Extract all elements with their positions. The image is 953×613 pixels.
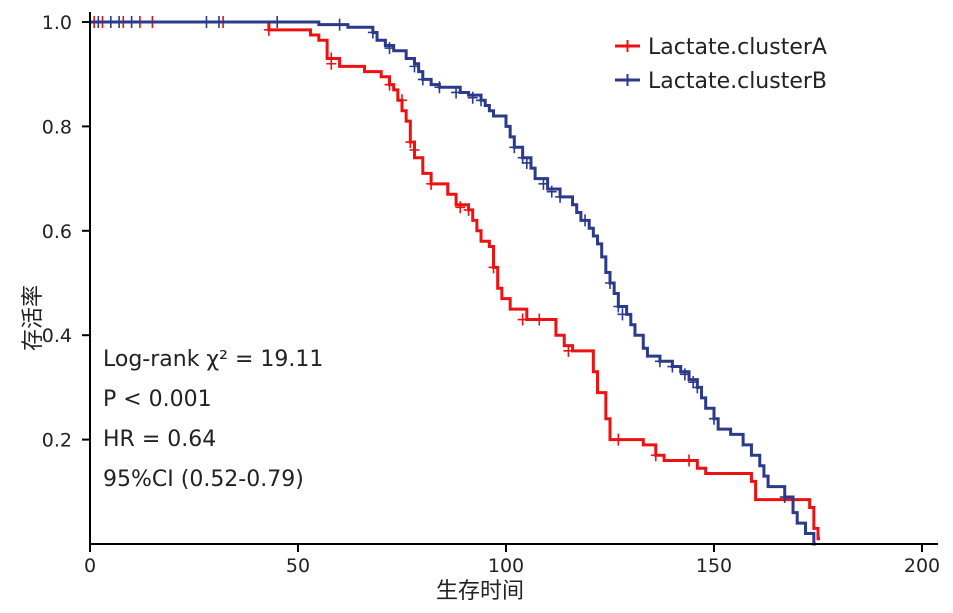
censor-mark bbox=[563, 344, 574, 357]
censor-mark bbox=[684, 454, 695, 467]
censor-mark bbox=[213, 16, 224, 28]
x-tick-label: 50 bbox=[286, 555, 310, 577]
stats-annotation: Log-rank χ² = 19.11 P < 0.001 HR = 0.64 … bbox=[103, 347, 323, 492]
censor-mark bbox=[709, 412, 719, 425]
censor-mark bbox=[650, 449, 661, 462]
y-tick-label: 0.2 bbox=[42, 430, 72, 452]
censor-mark bbox=[263, 23, 274, 36]
x-tick-label: 200 bbox=[904, 555, 940, 577]
censor-mark bbox=[384, 42, 395, 55]
censor-mark bbox=[272, 16, 283, 28]
legend-censor-mark bbox=[622, 74, 633, 86]
censor-mark bbox=[409, 60, 420, 73]
censor-mark bbox=[538, 177, 549, 190]
y-tick-label: 0.6 bbox=[42, 221, 72, 243]
censor-mark bbox=[467, 91, 478, 104]
censor-mark bbox=[476, 94, 487, 107]
annotation-logrank: Log-rank χ² = 19.11 bbox=[103, 347, 323, 372]
legend-label: Lactate.clusterB bbox=[648, 69, 827, 94]
censor-mark bbox=[679, 368, 690, 381]
censor-mark bbox=[434, 81, 445, 94]
censor-mark bbox=[613, 433, 624, 446]
y-axis-label: 存活率 bbox=[21, 285, 46, 351]
censor-mark bbox=[779, 491, 790, 504]
y-tick-label: 1.0 bbox=[42, 12, 72, 34]
censor-mark bbox=[367, 26, 378, 39]
legend-censor-mark bbox=[622, 40, 633, 52]
censor-mark bbox=[451, 86, 462, 99]
censor-mark bbox=[409, 143, 420, 156]
censor-mark bbox=[201, 16, 212, 28]
censor-mark bbox=[617, 308, 628, 321]
censor-mark bbox=[509, 141, 520, 154]
y-tick-label: 0.8 bbox=[42, 116, 72, 138]
censor-mark bbox=[654, 355, 665, 368]
y-tick-label: 0.4 bbox=[42, 325, 72, 347]
x-tick-label: 0 bbox=[84, 555, 96, 577]
legend: Lactate.clusterA Lactate.clusterB bbox=[615, 35, 827, 94]
censor-mark bbox=[667, 360, 678, 373]
x-tick-label: 100 bbox=[488, 555, 524, 577]
censor-mark bbox=[334, 18, 345, 31]
censor-mark bbox=[114, 16, 125, 28]
censor-mark bbox=[463, 203, 474, 216]
censor-mark bbox=[417, 73, 428, 86]
censor-mark bbox=[326, 57, 337, 70]
censor-mark bbox=[692, 381, 703, 394]
x-axis-label: 生存时间 bbox=[436, 579, 524, 604]
censor-mark bbox=[613, 300, 624, 313]
censor-mark bbox=[93, 16, 104, 28]
censor-mark bbox=[605, 277, 615, 289]
legend-label: Lactate.clusterA bbox=[648, 35, 827, 60]
censor-mark bbox=[688, 376, 699, 389]
censor-mark bbox=[426, 177, 437, 190]
censor-mark bbox=[521, 156, 532, 169]
survival-curves bbox=[89, 16, 821, 546]
censor-mark bbox=[455, 201, 466, 214]
y-ticks: 0.2 0.4 0.6 0.8 1.0 bbox=[42, 12, 90, 452]
censor-mark bbox=[126, 16, 137, 28]
censor-mark bbox=[517, 151, 528, 164]
censor-mark bbox=[546, 185, 557, 198]
censor-mark bbox=[405, 136, 416, 149]
censor-mark bbox=[517, 313, 528, 326]
series-a-line bbox=[90, 20, 821, 541]
censor-mark bbox=[488, 261, 499, 274]
censor-mark bbox=[580, 214, 591, 227]
annotation-ci: 95%CI (0.52-0.79) bbox=[103, 467, 304, 492]
censor-mark bbox=[555, 190, 566, 203]
annotation-p-value: P < 0.001 bbox=[103, 387, 212, 412]
x-tick-label: 150 bbox=[696, 555, 732, 577]
censor-mark bbox=[384, 78, 395, 91]
x-ticks: 0 50 100 150 200 bbox=[84, 544, 940, 577]
censor-mark bbox=[397, 94, 407, 107]
censor-mark bbox=[534, 313, 545, 326]
annotation-hr: HR = 0.64 bbox=[103, 427, 216, 452]
series-b-line bbox=[90, 20, 816, 546]
